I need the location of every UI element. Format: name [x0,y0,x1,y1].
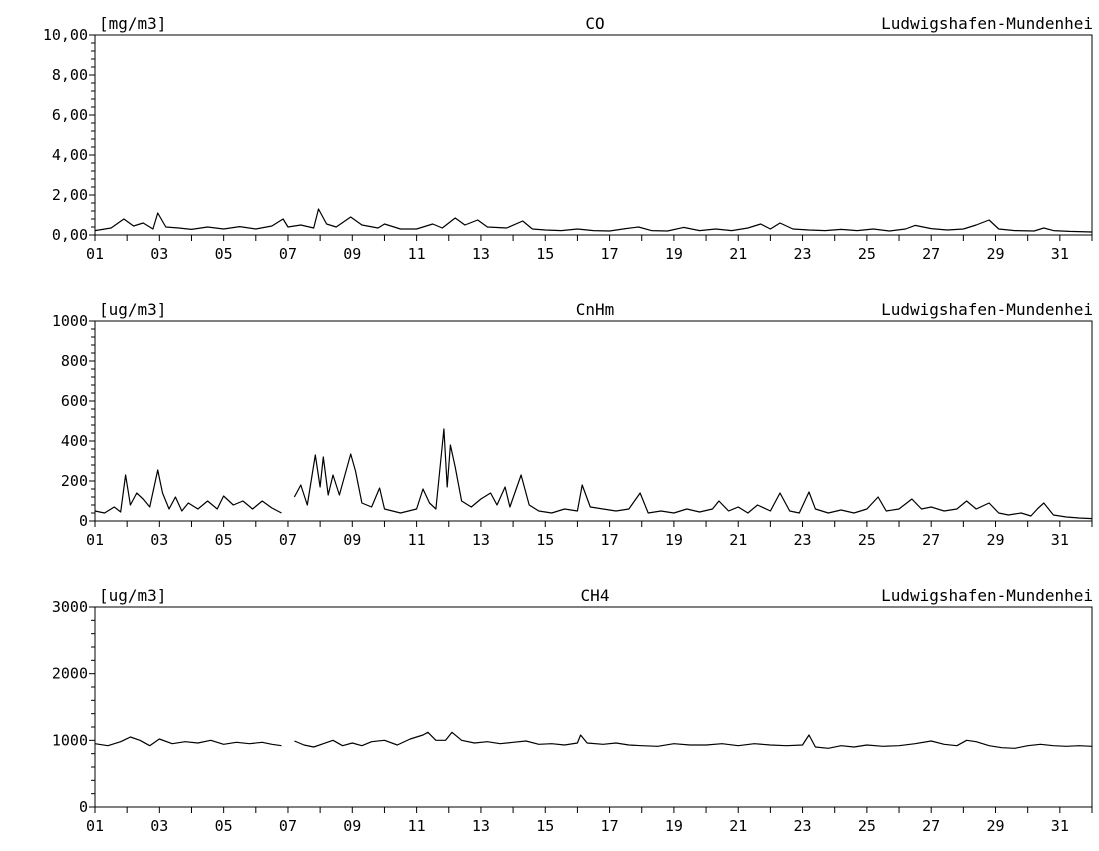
chart-panel-2: [ug/m3] CH4 Ludwigshafen-Mundenhei 0 1000 200… [52,586,1093,835]
station-label: Ludwigshafen-Mundenhei [881,300,1093,319]
x-tick-label: 01 [86,531,104,549]
x-tick-label: 23 [794,817,812,835]
y-tick-label: 600 [61,392,88,410]
x-tick-label: 11 [408,245,426,263]
y-tick-label: 8,00 [52,66,88,84]
y-tick-label: 0 [79,512,88,530]
chart-title: CO [585,14,604,33]
x-tick-label: 19 [665,245,683,263]
x-tick-label: 09 [343,817,361,835]
x-tick-label: 21 [729,245,747,263]
x-tick-label: 03 [150,817,168,835]
x-tick-label: 23 [794,531,812,549]
y-tick-label: 6,00 [52,106,88,124]
y-tick-label: 10,00 [43,26,88,44]
x-tick-label: 21 [729,817,747,835]
y-tick-label: 2,00 [52,186,88,204]
x-tick-label: 01 [86,245,104,263]
x-tick-label: 03 [150,245,168,263]
x-tick-label: 07 [279,531,297,549]
x-tick-label: 05 [215,531,233,549]
x-tick-label: 27 [922,531,940,549]
x-tick-label: 13 [472,245,490,263]
plot-frame [94,34,1093,236]
x-tick-label: 11 [408,817,426,835]
x-tick-label: 29 [986,245,1004,263]
x-tick-label: 25 [858,817,876,835]
y-tick-label: 1000 [52,731,88,749]
x-tick-label: 19 [665,817,683,835]
y-tick-label: 4,00 [52,146,88,164]
x-tick-label: 17 [601,245,619,263]
y-tick-label: 1000 [52,312,88,330]
y-tick-label: 200 [61,472,88,490]
y-tick-label: 3000 [52,598,88,616]
x-tick-label: 27 [922,245,940,263]
x-tick-label: 31 [1051,531,1069,549]
series-line-0-segment-0 [94,736,282,747]
y-tick-label: 0 [79,798,88,816]
series-line-0-segment-1 [293,428,1093,520]
unit-label: [ug/m3] [99,300,166,319]
y-tick-label: 0,00 [52,226,88,244]
y-tick-label: 2000 [52,665,88,683]
x-tick-label: 01 [86,817,104,835]
chart-title: CnHm [576,300,615,319]
station-label: Ludwigshafen-Mundenhei [881,14,1093,33]
chart-panel-1: [ug/m3] CnHm Ludwigshafen-Mundenhei 0 200 400… [52,300,1093,549]
chart-panel-0: [mg/m3] CO Ludwigshafen-Mundenhei 0,00 2,00 4… [43,14,1093,263]
x-tick-label: 25 [858,245,876,263]
x-tick-label: 23 [794,245,812,263]
chart-title: CH4 [581,586,610,605]
x-tick-label: 17 [601,531,619,549]
series-line-0-segment-0 [94,469,282,514]
x-tick-label: 21 [729,531,747,549]
x-tick-label: 09 [343,531,361,549]
x-tick-label: 13 [472,531,490,549]
y-tick-label: 800 [61,352,88,370]
unit-label: [ug/m3] [99,586,166,605]
station-label: Ludwigshafen-Mundenhei [881,586,1093,605]
x-tick-label: 29 [986,531,1004,549]
plot-frame [94,320,1093,522]
x-tick-label: 25 [858,531,876,549]
x-tick-label: 13 [472,817,490,835]
x-tick-label: 05 [215,817,233,835]
x-tick-label: 15 [536,531,554,549]
x-tick-label: 31 [1051,817,1069,835]
plot-frame [94,606,1093,808]
series-line-0-segment-1 [294,731,1093,749]
series-line-0-segment-0 [94,208,1093,233]
x-tick-label: 07 [279,245,297,263]
x-tick-label: 27 [922,817,940,835]
x-tick-label: 07 [279,817,297,835]
y-tick-label: 400 [61,432,88,450]
x-tick-label: 03 [150,531,168,549]
x-tick-label: 05 [215,245,233,263]
x-tick-label: 11 [408,531,426,549]
unit-label: [mg/m3] [99,14,166,33]
x-tick-label: 15 [536,245,554,263]
x-tick-label: 09 [343,245,361,263]
x-tick-label: 15 [536,817,554,835]
x-tick-label: 31 [1051,245,1069,263]
x-tick-label: 19 [665,531,683,549]
x-tick-label: 29 [986,817,1004,835]
x-tick-label: 17 [601,817,619,835]
